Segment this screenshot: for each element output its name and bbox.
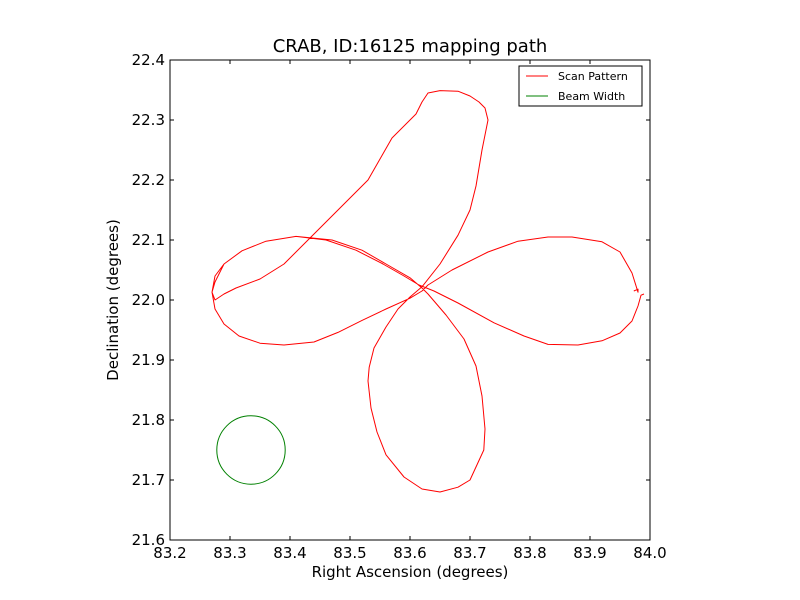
y-tick-label: 21.9 (132, 351, 165, 369)
legend-label-scan-pattern: Scan Pattern (558, 70, 628, 83)
y-tick-label: 21.8 (132, 411, 165, 429)
x-tick-label: 83.3 (213, 544, 246, 562)
chart-title: CRAB, ID:16125 mapping path (273, 36, 548, 57)
legend-box (518, 65, 643, 107)
y-tick-label: 22.0 (132, 291, 165, 309)
series-scan-pattern-line (211, 90, 645, 493)
x-tick-label: 83.9 (573, 544, 606, 562)
x-tick-label: 83.6 (393, 544, 426, 562)
plot-area: 83.2 83.3 83.4 83.5 83.6 83.7 83.8 83.9 84.0 21.6… (132, 51, 667, 562)
x-tick-label: 83.5 (333, 544, 366, 562)
y-tick-label: 21.7 (132, 471, 165, 489)
legend-label-beam-width: Beam Width (558, 90, 625, 103)
x-axis-label: Right Ascension (degrees) (312, 563, 509, 581)
x-tick-label: 84.0 (633, 544, 666, 562)
series-beam-width-circle (216, 415, 286, 485)
y-tick-label: 22.4 (132, 51, 165, 69)
y-axis-label: Declination (degrees) (104, 219, 122, 381)
y-tick-label: 22.1 (132, 231, 165, 249)
x-tick-label: 83.7 (453, 544, 486, 562)
x-tick-label: 83.8 (513, 544, 546, 562)
y-tick-label: 22.3 (132, 111, 165, 129)
y-tick-label: 22.2 (132, 171, 165, 189)
x-tick-label: 83.4 (273, 544, 306, 562)
legend: Scan Pattern Beam Width (518, 65, 643, 107)
y-tick-label: 21.6 (132, 531, 165, 549)
x-tick-label: 83.2 (153, 544, 186, 562)
